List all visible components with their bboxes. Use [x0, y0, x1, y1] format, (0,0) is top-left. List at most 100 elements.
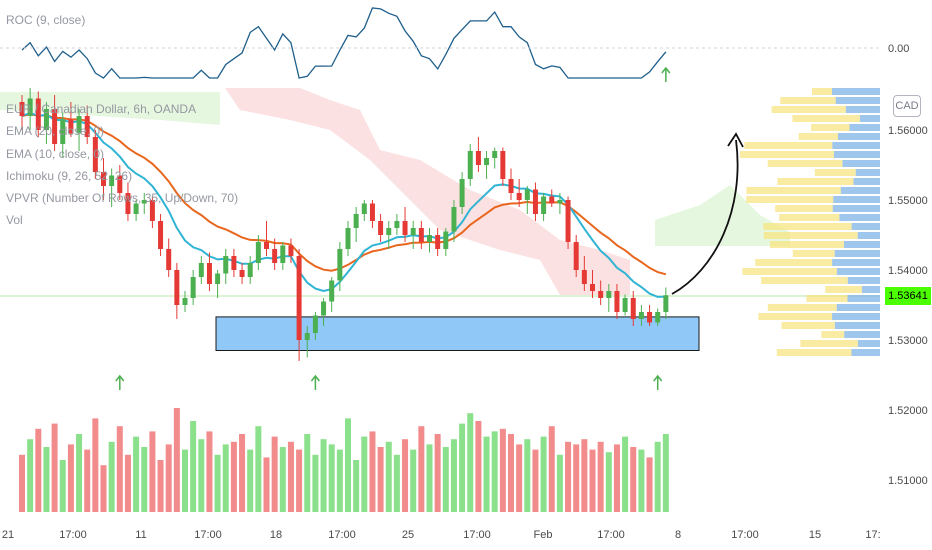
volume-bar: [459, 423, 466, 512]
vpvr-bar-down: [825, 286, 862, 293]
volume-bar: [589, 449, 596, 512]
volume-bar: [35, 428, 42, 512]
volume-bar: [410, 449, 417, 512]
time-tick-label: 17:: [865, 529, 880, 541]
candle-body: [557, 200, 563, 204]
volume-bar: [100, 465, 107, 512]
candle-body: [402, 221, 408, 235]
ichimoku-legend: Ichimoku (9, 26, 52, 26): [6, 169, 133, 183]
vpvr-bar-down: [739, 151, 834, 158]
volume-bar: [532, 449, 539, 512]
vpvr-bar-down: [761, 277, 848, 284]
time-tick-label: 15: [809, 529, 821, 541]
time-tick-label: 11: [135, 529, 146, 541]
volume-bar: [524, 439, 531, 512]
volume-bar: [418, 426, 425, 512]
volume-bar: [296, 449, 303, 512]
vpvr-bar-down: [798, 133, 838, 140]
volume-bar: [279, 447, 286, 512]
volume-bar: [108, 441, 115, 512]
candle-body: [52, 109, 58, 144]
volume-bar: [581, 439, 588, 512]
candle-body: [361, 203, 367, 214]
price-tick-label: 1.52000: [888, 405, 928, 417]
volume-bar: [190, 421, 197, 512]
volume-bar: [239, 434, 246, 512]
price-tick-label: 1.54000: [888, 265, 928, 277]
volume-bar: [76, 434, 83, 512]
volume-bar: [124, 454, 131, 512]
candle-body: [68, 119, 74, 134]
candle-body: [92, 137, 98, 172]
vpvr-bar-down: [779, 214, 840, 221]
vpvr-bar-up: [832, 88, 880, 95]
candle-body: [166, 249, 172, 270]
candle-body: [109, 175, 115, 186]
volume-bar: [19, 454, 25, 512]
currency-badge[interactable]: CAD: [893, 95, 921, 117]
signal-arrow-up: [310, 374, 320, 390]
volume-bar: [597, 441, 604, 512]
candle-body: [598, 291, 604, 298]
candle-body: [524, 189, 530, 200]
vpvr-bar-down: [763, 223, 852, 230]
vpvr-bar-up: [840, 187, 880, 194]
candle-body: [76, 116, 82, 134]
candle-body: [255, 242, 261, 263]
vpvr-bar-down: [771, 106, 846, 113]
time-tick-label: 18: [270, 529, 282, 541]
vpvr-bar-up: [833, 151, 880, 158]
volume-bar: [149, 431, 156, 512]
candle-body: [573, 242, 579, 270]
signal-arrow-up: [115, 374, 125, 390]
volume-bar: [377, 447, 384, 512]
volume-bar: [165, 444, 172, 512]
vpvr-bar-up: [849, 124, 880, 131]
candle-body: [345, 228, 351, 249]
price-tick-label: 1.51000: [888, 475, 928, 487]
candle-body: [174, 270, 180, 305]
vpvr-bar-down: [777, 178, 854, 185]
volume-bar: [516, 444, 523, 512]
vpvr-bar-up: [833, 196, 880, 203]
price-tick-label: 1.55000: [888, 195, 928, 207]
roc-line: [21, 7, 667, 79]
vpvr-bar-up: [843, 241, 880, 248]
vpvr-bar-up: [832, 313, 880, 320]
candle-body: [516, 193, 522, 200]
candle-body: [223, 256, 229, 274]
candle-body: [312, 315, 318, 333]
vpvr-bar-down: [792, 115, 860, 122]
candle-body: [272, 249, 278, 263]
candle-body: [655, 312, 661, 323]
vpvr-bar-up: [845, 106, 880, 113]
volume-bar: [214, 454, 221, 512]
vpvr-bar-up: [832, 259, 880, 266]
candle-body: [35, 98, 41, 130]
candle-body: [43, 109, 49, 130]
volume-bar: [263, 457, 270, 512]
vpvr-bar-down: [812, 88, 832, 95]
ema20-legend: EMA (20, close, 0): [6, 124, 105, 138]
candle-body: [549, 196, 555, 204]
time-tick-label: 17:00: [59, 529, 87, 541]
volume-bar: [475, 421, 482, 512]
volume-bar: [434, 434, 441, 512]
vpvr-bar-up: [832, 205, 880, 212]
volume-bar: [198, 439, 205, 512]
time-tick-label: Feb: [534, 529, 553, 541]
candle-body: [484, 158, 490, 165]
vpvr-bar-down: [811, 124, 850, 131]
volume-bar: [353, 460, 360, 512]
candle-body: [467, 151, 473, 179]
candle-body: [630, 298, 636, 319]
volume-bar: [646, 457, 653, 512]
volume-bar: [157, 460, 164, 512]
vpvr-bar-down: [821, 331, 845, 338]
candle-body: [125, 193, 131, 214]
vpvr-bar-down: [746, 196, 834, 203]
cloud-bullish-right: [655, 185, 790, 246]
volume-bar: [43, 447, 50, 512]
volume-bar: [540, 436, 547, 512]
